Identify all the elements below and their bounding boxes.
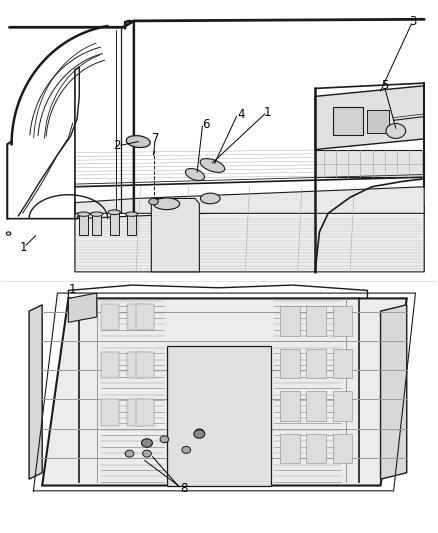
Polygon shape [166, 346, 272, 486]
Bar [332, 349, 352, 378]
Ellipse shape [160, 436, 169, 443]
Bar [306, 306, 326, 336]
Ellipse shape [200, 159, 225, 172]
Ellipse shape [194, 430, 205, 438]
Polygon shape [127, 214, 136, 235]
Text: 3: 3 [410, 15, 417, 28]
Bar [306, 391, 326, 421]
Ellipse shape [185, 168, 205, 181]
Bar [332, 434, 352, 463]
Bar [101, 352, 119, 378]
Bar [280, 349, 300, 378]
Polygon shape [367, 110, 389, 133]
Text: 6: 6 [202, 118, 210, 131]
Text: 8: 8 [180, 482, 188, 495]
Bar [136, 399, 153, 426]
Bar [280, 434, 300, 463]
Polygon shape [110, 212, 119, 235]
Text: 7: 7 [152, 132, 159, 146]
Polygon shape [332, 107, 363, 135]
Polygon shape [381, 305, 407, 479]
Ellipse shape [91, 212, 103, 216]
Bar [101, 304, 119, 330]
Bar [306, 349, 326, 378]
Ellipse shape [78, 212, 90, 216]
Bar [280, 391, 300, 421]
Ellipse shape [201, 193, 220, 204]
Text: 1: 1 [69, 284, 77, 296]
Text: 1: 1 [263, 106, 271, 119]
Ellipse shape [141, 439, 152, 447]
Polygon shape [151, 198, 199, 272]
Bar [136, 352, 153, 378]
Polygon shape [315, 86, 424, 150]
Bar [280, 306, 300, 336]
Ellipse shape [126, 135, 150, 148]
Bar [127, 352, 145, 378]
Text: 1: 1 [20, 241, 28, 254]
Polygon shape [75, 187, 424, 213]
Bar [306, 434, 326, 463]
Ellipse shape [126, 212, 138, 216]
Bar [332, 306, 352, 336]
Polygon shape [75, 205, 424, 272]
Text: 2: 2 [113, 139, 120, 152]
Ellipse shape [7, 232, 11, 235]
Polygon shape [29, 305, 42, 479]
Polygon shape [68, 293, 97, 322]
Bar [127, 304, 145, 330]
Polygon shape [92, 214, 101, 235]
Ellipse shape [195, 429, 204, 436]
Bar [332, 391, 352, 421]
Text: 4: 4 [237, 109, 244, 122]
Ellipse shape [386, 124, 406, 139]
Bar [101, 399, 119, 426]
Polygon shape [42, 298, 407, 486]
Polygon shape [315, 150, 424, 177]
Ellipse shape [143, 450, 151, 457]
Text: 5: 5 [381, 79, 389, 92]
Bar [127, 399, 145, 426]
Ellipse shape [125, 450, 134, 457]
Ellipse shape [182, 447, 191, 454]
Ellipse shape [149, 198, 158, 205]
Ellipse shape [153, 198, 180, 209]
Ellipse shape [108, 210, 120, 215]
Polygon shape [79, 214, 88, 235]
Bar [136, 304, 153, 330]
